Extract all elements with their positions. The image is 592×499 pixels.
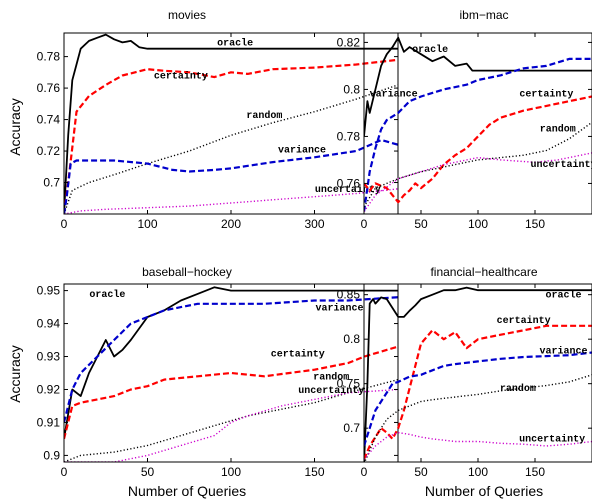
y-tick-label: 0.8 xyxy=(343,332,360,346)
y-tick-label: 0.7 xyxy=(43,176,60,190)
series-label-variance: variance xyxy=(539,345,587,357)
panel-title: baseball−hockey xyxy=(142,265,232,279)
y-tick-label: 0.82 xyxy=(337,35,361,49)
series-label-certainty: certainty xyxy=(519,88,573,100)
y-tick-label: 0.7 xyxy=(343,421,360,435)
panel-title: financial−healthcare xyxy=(430,265,537,279)
series-label-oracle: oracle xyxy=(412,44,448,56)
panel-financial-healthcare: financial−healthcare Number of Queries o… xyxy=(337,265,592,499)
series-line-certainty xyxy=(364,324,592,460)
y-tick-label: 0.72 xyxy=(37,144,61,158)
x-tick-label: 150 xyxy=(525,465,545,479)
x-tick-label: 100 xyxy=(468,465,488,479)
y-tick-label: 0.95 xyxy=(37,284,61,298)
x-tick-label: 150 xyxy=(525,217,545,231)
series-label-oracle: oracle xyxy=(217,38,253,50)
panel-ibm-mac: ibm−mac oracle variance certainty random unc… xyxy=(337,8,592,231)
series-label-random: random xyxy=(500,383,536,395)
x-axis-label: Number of Queries xyxy=(128,483,246,499)
y-tick-label: 0.78 xyxy=(337,129,361,143)
y-tick-label: 0.92 xyxy=(37,382,61,396)
series-label-random: random xyxy=(313,372,349,384)
series-label-variance: variance xyxy=(278,145,326,157)
series-label-oracle: oracle xyxy=(545,289,581,301)
plot-area: oracle certainty variance random uncertainty xyxy=(364,286,592,462)
y-tick-label: 0.78 xyxy=(37,50,61,64)
series-line-variance xyxy=(364,351,592,447)
x-tick-label: 0 xyxy=(361,217,368,231)
panel-title: ibm−mac xyxy=(459,8,508,22)
x-tick-label: 200 xyxy=(221,217,241,231)
y-tick-label: 0.74 xyxy=(37,113,61,127)
x-tick-label: 150 xyxy=(304,465,324,479)
y-tick-label: 0.76 xyxy=(37,81,61,95)
panel-baseball-hockey: baseball−hockey Accuracy Number of Queri… xyxy=(7,265,399,499)
series-label-oracle: oracle xyxy=(89,289,125,301)
x-tick-label: 300 xyxy=(304,217,324,231)
series-line-random xyxy=(64,378,398,462)
series-line-uncertainty xyxy=(364,431,592,460)
x-tick-label: 100 xyxy=(221,465,241,479)
series-line-uncertainty xyxy=(64,188,398,214)
series-line-oracle xyxy=(364,36,592,137)
series-label-variance: variance xyxy=(316,302,364,314)
series-label-variance: variance xyxy=(370,88,418,100)
x-tick-label: 0 xyxy=(61,465,68,479)
series-label-uncertainty: uncertainty xyxy=(530,159,592,171)
series-label-random: random xyxy=(540,124,576,136)
y-tick-label: 0.85 xyxy=(337,288,361,302)
series-label-certainty: certainty xyxy=(271,349,325,361)
y-tick-label: 0.91 xyxy=(37,415,61,429)
series-line-random xyxy=(364,374,592,462)
y-tick-label: 0.93 xyxy=(37,350,61,364)
series-label-uncertainty: uncertainty xyxy=(519,434,585,446)
series-line-oracle xyxy=(364,286,592,462)
y-tick-label: 0.76 xyxy=(337,176,361,190)
series-label-certainty: certainty xyxy=(497,315,551,327)
y-axis-label: Accuracy xyxy=(7,98,23,156)
y-tick-label: 0.94 xyxy=(37,317,61,331)
series-line-variance xyxy=(64,296,398,423)
series-line-variance xyxy=(64,138,398,214)
series-label-uncertainty: uncertainty xyxy=(298,385,364,397)
series-line-uncertainty xyxy=(364,152,592,212)
x-tick-label: 0 xyxy=(361,465,368,479)
series-line-random xyxy=(364,121,592,208)
x-tick-label: 50 xyxy=(141,465,155,479)
series-label-random: random xyxy=(246,110,282,122)
y-tick-label: 0.8 xyxy=(343,82,360,96)
x-tick-label: 100 xyxy=(137,217,157,231)
panel-title: movies xyxy=(168,8,206,22)
series-line-certainty xyxy=(64,345,398,440)
panel-movies: movies Accuracy oracle certainty random var… xyxy=(7,8,399,231)
series-label-certainty: certainty xyxy=(154,71,208,83)
x-tick-label: 50 xyxy=(414,465,428,479)
x-tick-label: 100 xyxy=(468,217,488,231)
plot-area: oracle variance certainty random uncertainty xyxy=(364,36,592,212)
series-line-certainty xyxy=(64,58,398,214)
series-line-oracle xyxy=(64,33,398,214)
y-axis-label: Accuracy xyxy=(7,345,23,403)
x-axis-label: Number of Queries xyxy=(425,483,543,499)
y-tick-label: 0.75 xyxy=(337,377,361,391)
series-line-oracle xyxy=(64,286,398,440)
x-tick-label: 0 xyxy=(61,217,68,231)
x-tick-label: 50 xyxy=(414,217,428,231)
series-line-variance xyxy=(364,57,592,212)
y-tick-label: 0.9 xyxy=(43,448,60,462)
